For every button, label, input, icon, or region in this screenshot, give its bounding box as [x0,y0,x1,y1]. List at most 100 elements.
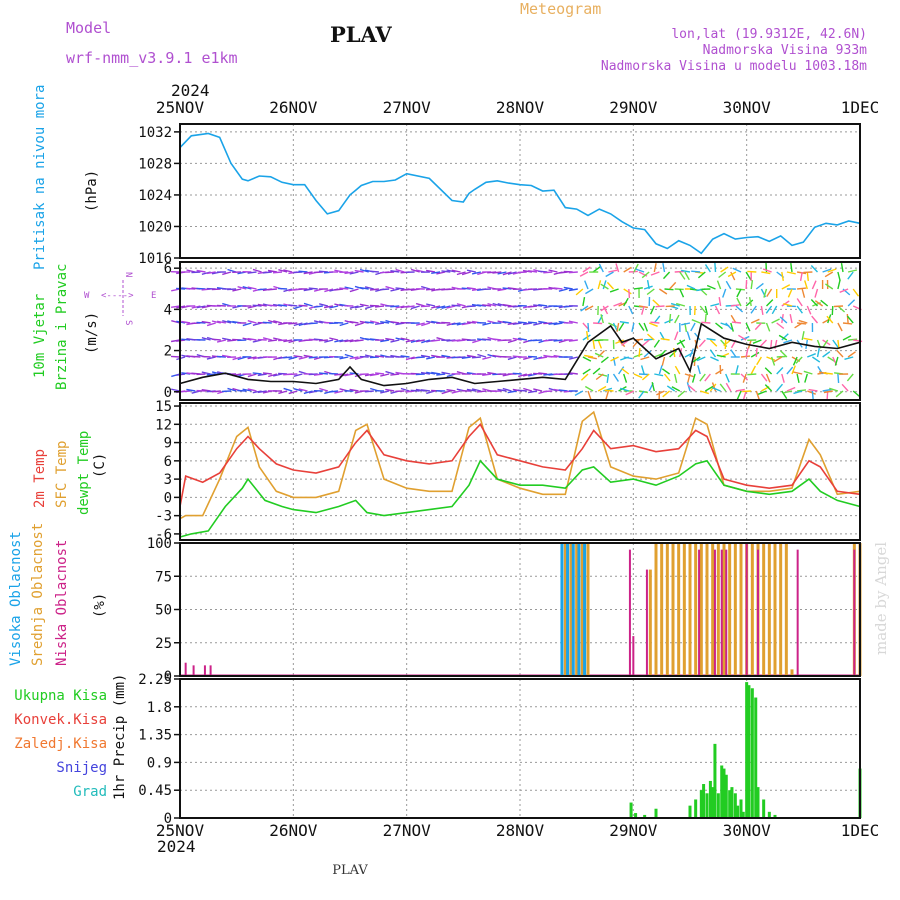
wind-barb [735,305,744,313]
wind-barb [697,365,701,375]
wind-barb [623,373,628,383]
y-tick-label-3: -6 [155,527,172,543]
wind-barb [517,337,527,341]
wind-barb [731,321,742,324]
wind-barb [502,287,512,290]
wind-barb [426,356,436,360]
wind-barb [420,305,430,308]
wind-barb [586,330,589,341]
wind-barb [410,305,420,310]
wind-barb [344,286,354,290]
wind-barb [288,390,298,395]
wind-barb [441,371,451,375]
wind-barb [431,371,441,375]
wind-barb [395,287,405,290]
wind-barb [814,288,819,298]
wind-barb [656,390,665,396]
wind-barb [319,387,329,392]
wind-barb [742,373,747,383]
wind-barb [585,288,594,295]
wind-barb [466,287,476,290]
wind-barb [846,315,854,324]
wind-barb [655,305,665,308]
wind-barb [421,285,431,290]
y-tick-label-3: 6 [164,454,172,470]
low-cloud-bar [203,665,206,676]
wind-barb [288,322,298,325]
wind-barb [633,373,643,379]
wind-barb [646,288,655,296]
wind-barb [441,305,451,309]
wind-barb [543,390,553,393]
mid-cloud-bar [716,543,720,676]
wind-barb [247,271,257,274]
wind-barb [829,387,839,392]
y-tick-label-3: 12 [155,417,172,433]
wind-barb [242,337,252,341]
wind-barb [329,390,339,393]
wind-barb [502,303,512,307]
wind-barb [319,303,329,307]
compass-e: E [151,291,156,301]
wind-barb [359,268,369,273]
wind-barb [580,305,589,312]
wind-barb [619,321,629,324]
y-tick-label-3: 9 [164,436,172,452]
wind-barb [847,269,858,273]
wind-barb [410,268,420,273]
wind-barb [584,354,594,358]
mid-cloud-bar [688,543,692,676]
mid-cloud-bar [694,543,698,676]
wind-barb [227,288,237,291]
mid-cloud-bar [773,543,777,676]
wind-barb [533,322,543,326]
total-precip-bar [705,793,709,818]
wind-barb [837,305,846,313]
wind-barb [835,390,844,398]
wind-barb [553,339,563,342]
wind-barb [375,372,385,375]
wind-barb [252,390,262,394]
wind-barb [792,356,798,366]
wind-barb [395,305,405,309]
wind-barb [699,373,706,382]
wind-barb [801,288,806,298]
wind-barb [786,386,796,392]
compass-n: N [123,272,133,277]
wind-barb [415,356,425,359]
wind-barb [471,356,481,359]
wind-barb [461,287,471,290]
wind-barb [308,373,318,376]
wind-barb [528,305,538,308]
high-cloud-bar [577,543,581,676]
wind-barb [553,322,563,326]
high-cloud-bar [583,543,587,676]
low-cloud-bar [757,549,759,676]
wind-barb [725,322,733,330]
wind-barb [298,270,308,273]
wind-barb [267,269,278,273]
x-tick-bottom: 27NOV [383,821,432,840]
wind-barb [405,305,415,308]
wind-barb [704,373,711,382]
model-label: Model [66,19,111,37]
wind-barb [492,302,502,307]
wind-barb [716,280,722,290]
wind-barb [811,315,819,324]
wind-barb [706,338,716,341]
wind-barb [699,390,710,395]
wind-barb [595,373,604,381]
wind-barb [584,385,594,392]
y-tick-label-5: 0 [164,811,172,827]
y-tick-label-3: 15 [155,399,172,415]
wind-barb [568,339,578,342]
wind-barb [745,271,752,281]
wind-barb [380,390,390,394]
total-precip-bar [708,780,712,818]
wind-barb [247,388,257,392]
wind-barb [704,385,714,392]
wind-barb [262,337,272,341]
wind-barb [523,356,533,360]
wind-barb [548,387,558,392]
wind-barb [232,356,242,361]
